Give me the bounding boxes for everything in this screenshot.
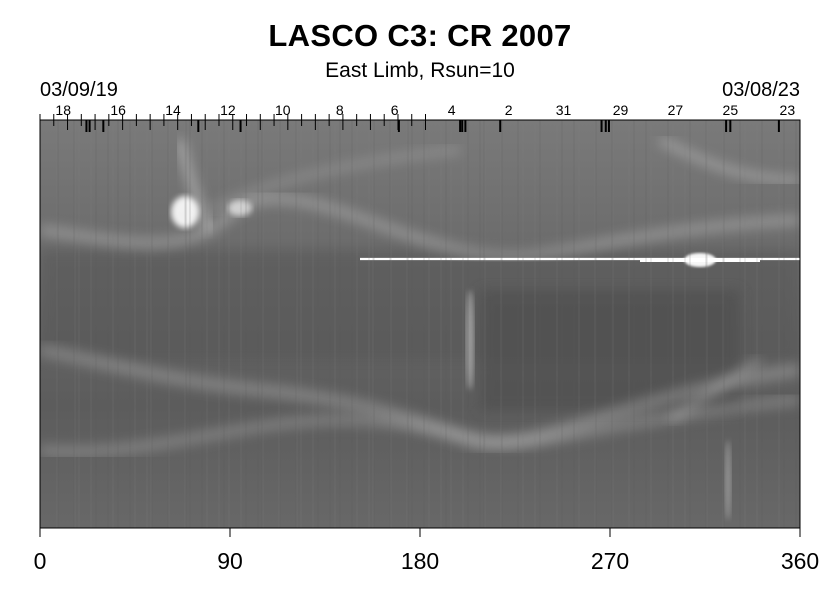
x-tick-label: 270 (590, 548, 630, 574)
x-tick-label: 90 (217, 548, 243, 574)
day-label: 25 (722, 102, 739, 118)
day-label: 16 (110, 102, 126, 118)
day-label: 8 (335, 102, 344, 118)
end-date-label: 03/08/23 (722, 79, 800, 101)
day-label: 27 (667, 102, 684, 118)
chart-subtitle: East Limb, Rsun=10 (325, 59, 515, 82)
day-label: 31 (555, 102, 572, 118)
chart-title: LASCO C3: CR 2007 (268, 18, 572, 53)
x-tick-label: 180 (400, 548, 440, 574)
synoptic-map (40, 120, 800, 528)
day-label: 6 (390, 102, 399, 118)
x-tick-label: 360 (780, 548, 820, 574)
day-label: 23 (779, 102, 796, 118)
day-label: 2 (504, 102, 513, 118)
plot-frame (39, 119, 801, 529)
map-imagery (40, 120, 800, 528)
start-date-label: 03/09/19 (40, 79, 118, 101)
day-label: 4 (447, 102, 456, 118)
day-label: 10 (274, 102, 291, 118)
day-label: 14 (165, 102, 181, 118)
day-label: 12 (220, 102, 236, 118)
x-tick-label: 0 (33, 548, 47, 574)
day-label: 29 (612, 102, 629, 118)
